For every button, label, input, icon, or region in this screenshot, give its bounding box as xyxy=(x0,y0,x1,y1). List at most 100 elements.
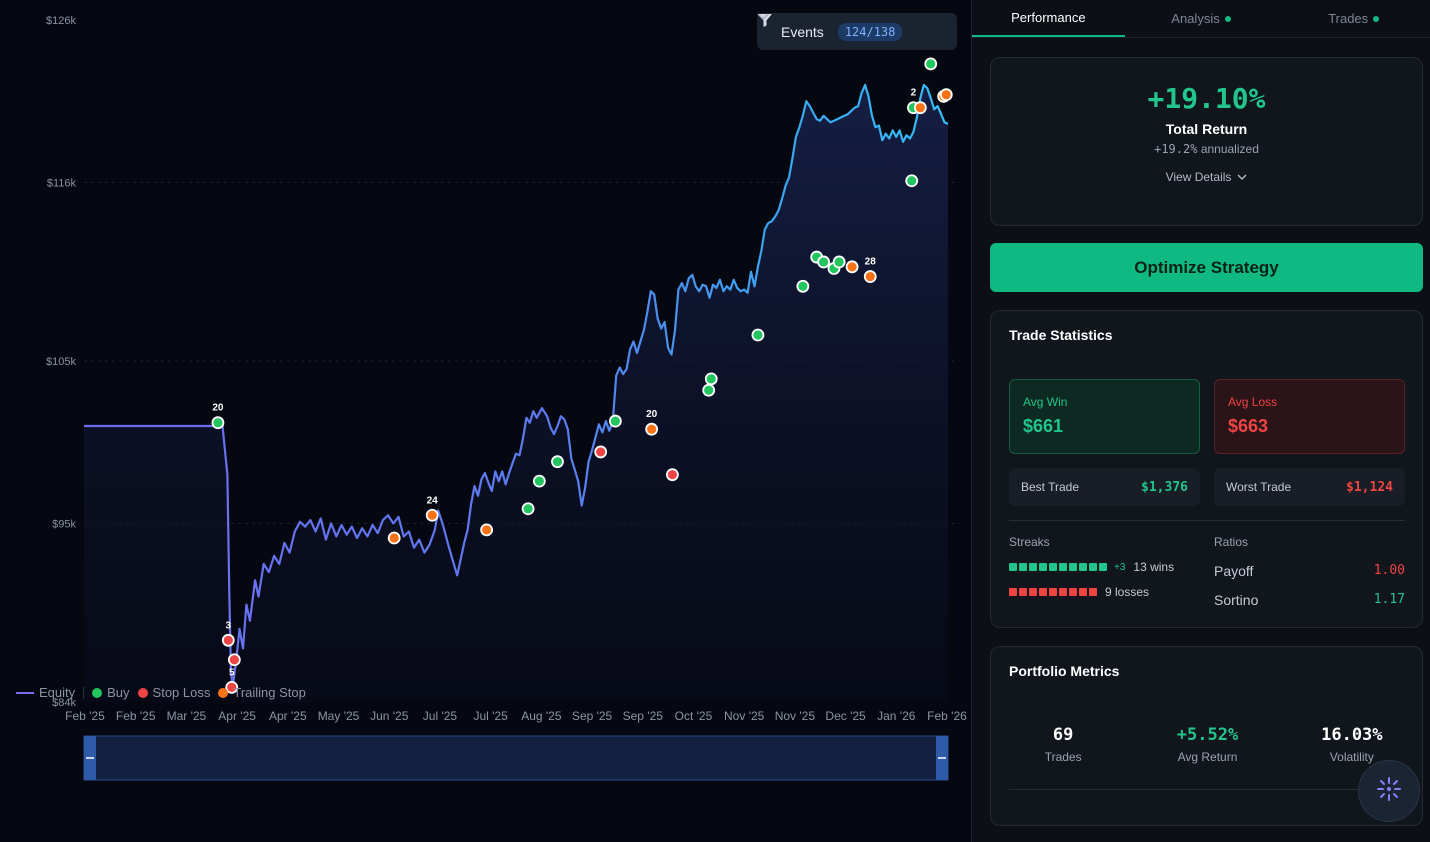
x-tick-label: Jun '25 xyxy=(370,709,409,723)
loss-square xyxy=(1079,588,1087,596)
status-dot xyxy=(1224,15,1231,22)
trade-marker[interactable] xyxy=(924,57,938,71)
marker-count-label: 5 xyxy=(229,667,235,678)
legend-label: Trailing Stop xyxy=(233,685,306,700)
loss-streak-text: 9 losses xyxy=(1105,585,1150,599)
legend-label: Buy xyxy=(107,685,130,700)
trade-marker[interactable] xyxy=(704,372,718,386)
x-tick-label: Aug '25 xyxy=(521,709,562,723)
assistant-fab-button[interactable] xyxy=(1358,760,1420,822)
events-filter-button[interactable]: Events 124/138 xyxy=(757,13,957,50)
trade-marker[interactable] xyxy=(751,328,765,342)
payoff-value: 1.00 xyxy=(1373,563,1405,578)
trade-marker[interactable] xyxy=(645,422,659,436)
metric-label: Trades xyxy=(1044,750,1082,764)
loss-square xyxy=(1049,588,1057,596)
marker-count-label: 24 xyxy=(427,495,439,506)
x-tick-label: Nov '25 xyxy=(724,709,765,723)
x-tick-label: Sep '25 xyxy=(623,709,664,723)
trade-marker[interactable] xyxy=(221,633,235,647)
x-tick-label: Mar '25 xyxy=(167,709,207,723)
legend-item-equity[interactable]: Equity xyxy=(16,685,75,700)
trade-marker[interactable] xyxy=(939,88,953,102)
trade-marker[interactable] xyxy=(225,680,239,694)
trade-marker[interactable] xyxy=(594,445,608,459)
portfolio-metrics-title: Portfolio Metrics xyxy=(1009,663,1120,679)
x-tick-label: Nov '25 xyxy=(775,709,816,723)
tab-trades[interactable]: Trades xyxy=(1277,0,1430,37)
trade-marker[interactable] xyxy=(532,474,546,488)
trade-marker[interactable] xyxy=(211,416,225,430)
x-tick-label: Apr '25 xyxy=(218,709,256,723)
trade-marker[interactable] xyxy=(845,260,859,274)
trade-marker[interactable] xyxy=(425,508,439,522)
sparkle-icon xyxy=(1376,776,1402,807)
legend-item-stop-loss[interactable]: Stop Loss xyxy=(137,685,210,700)
x-tick-label: Jul '25 xyxy=(423,709,458,723)
trade-marker[interactable] xyxy=(551,455,564,469)
tab-label: Trades xyxy=(1328,11,1369,26)
loss-square xyxy=(1009,588,1017,596)
loss-square xyxy=(1019,588,1027,596)
win-square xyxy=(1089,563,1097,571)
stats-sidebar: Performance Analysis Trades +19.10% Tota… xyxy=(971,0,1430,842)
win-square xyxy=(1019,563,1027,571)
view-details-button[interactable]: View Details xyxy=(991,170,1422,184)
tab-analysis[interactable]: Analysis xyxy=(1125,0,1278,37)
sortino-value: 1.17 xyxy=(1373,592,1405,607)
tab-label: Performance xyxy=(1011,10,1086,25)
y-tick-label: $84k xyxy=(52,697,76,709)
streaks-label: Streaks xyxy=(1009,535,1050,549)
worst-trade-row: Worst Trade $1,124 xyxy=(1214,468,1405,506)
metric-avg-return: +5.52% Avg Return xyxy=(1135,725,1279,764)
trade-marker[interactable] xyxy=(863,270,877,283)
loss-square xyxy=(1059,588,1067,596)
best-trade-value: $1,376 xyxy=(1141,479,1188,495)
equity-swatch xyxy=(16,691,34,694)
sortino-label: Sortino xyxy=(1214,592,1259,608)
x-tick-label: Apr '25 xyxy=(269,709,307,723)
legend-item-buy[interactable]: Buy xyxy=(92,685,130,700)
sidebar-tabs: Performance Analysis Trades xyxy=(972,0,1430,38)
tab-performance[interactable]: Performance xyxy=(972,0,1125,37)
win-square xyxy=(1009,563,1017,571)
x-tick-label: Dec '25 xyxy=(825,709,866,723)
marker-count-label: 20 xyxy=(212,403,224,414)
marker-count-label: 2 xyxy=(911,88,917,99)
trade-marker[interactable] xyxy=(227,653,241,667)
trade-marker[interactable] xyxy=(905,174,919,188)
trade-marker[interactable] xyxy=(913,101,927,115)
trade-marker[interactable] xyxy=(796,279,810,293)
payoff-row: Payoff 1.00 xyxy=(1214,563,1405,579)
trade-marker[interactable] xyxy=(387,531,401,545)
trailing-stop-swatch xyxy=(218,687,229,698)
loss-streak: 9 losses xyxy=(1009,585,1149,599)
trade-marker[interactable] xyxy=(702,383,716,397)
trade-marker[interactable] xyxy=(608,414,622,428)
y-tick-label: $126k xyxy=(46,15,76,27)
win-square xyxy=(1099,563,1107,571)
win-square xyxy=(1049,563,1057,571)
x-tick-label: Feb '25 xyxy=(116,709,156,723)
ratios-label: Ratios xyxy=(1214,535,1249,549)
trade-marker[interactable] xyxy=(480,523,494,537)
portfolio-metrics-card: Portfolio Metrics 69 Trades +5.52% Avg R… xyxy=(990,646,1423,826)
legend-item-trailing-stop[interactable]: Trailing Stop xyxy=(218,685,306,700)
optimize-strategy-button[interactable]: Optimize Strategy xyxy=(990,243,1423,292)
win-square xyxy=(1079,563,1087,571)
worst-trade-label: Worst Trade xyxy=(1226,480,1292,494)
portfolio-metrics-row: 69 Trades +5.52% Avg Return 16.03% Volat… xyxy=(991,725,1424,764)
x-tick-label: Oct '25 xyxy=(675,709,713,723)
worst-trade-value: $1,124 xyxy=(1346,479,1393,495)
trade-marker[interactable] xyxy=(665,468,679,482)
trade-statistics-card: Trade Statistics Avg Win $661 Avg Loss $… xyxy=(990,310,1423,628)
win-streak: +3 13 wins xyxy=(1009,560,1174,574)
win-square xyxy=(1069,563,1077,571)
trade-marker[interactable] xyxy=(817,255,830,269)
annualized-label: annualized xyxy=(1200,142,1259,156)
chart-legend: Equity Buy Stop Loss Trailing Stop xyxy=(16,685,306,700)
trade-marker[interactable] xyxy=(521,502,535,516)
trade-marker[interactable] xyxy=(832,255,846,269)
win-streak-text: 13 wins xyxy=(1133,560,1175,574)
